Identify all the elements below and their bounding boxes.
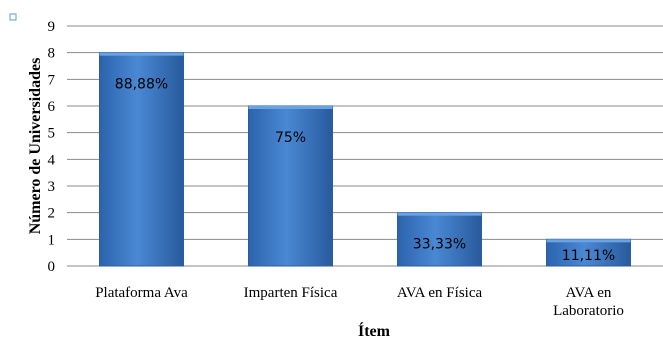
data-label: 11,11% — [562, 248, 615, 264]
y-tick-label: 2 — [48, 206, 56, 222]
x-category-label: AVA en Laboratorio — [553, 285, 624, 319]
legend-marker — [9, 13, 17, 21]
bar-top-highlight — [248, 106, 333, 109]
x-category-label: Imparten Física — [244, 285, 338, 301]
y-tick-label: 3 — [48, 179, 56, 195]
bar-top-highlight — [99, 52, 184, 56]
bar-top-highlight — [546, 239, 631, 243]
y-tick-label: 8 — [48, 46, 56, 62]
y-tick-label: 4 — [48, 152, 56, 168]
y-tick-label: 5 — [48, 126, 56, 142]
y-tick-label: 0 — [48, 259, 56, 275]
data-label: 75% — [275, 130, 306, 146]
bars — [99, 52, 631, 267]
x-category-labels: Plataforma Ava Imparten Física AVA en Físi… — [95, 285, 624, 319]
data-label: 33,33% — [413, 237, 466, 253]
y-tick-label: 6 — [48, 99, 56, 115]
y-tick-label: 9 — [48, 19, 56, 35]
bar — [248, 105, 333, 267]
y-tick-label: 1 — [48, 232, 56, 248]
x-category-label: Plataforma Ava — [95, 285, 188, 301]
bar — [397, 212, 482, 267]
x-category-label: AVA en Física — [397, 285, 483, 301]
data-label: 88,88% — [115, 77, 168, 93]
data-labels: 88,88% 75% 33,33% 11,11% — [115, 77, 615, 264]
y-tick-label: 7 — [48, 72, 56, 88]
bar-top-highlight — [397, 212, 482, 216]
x-axis-title: Ítem — [358, 321, 391, 340]
bar — [546, 238, 631, 267]
y-axis-title: Número de Universidades — [27, 58, 44, 235]
y-tick-labels: 0 1 2 3 4 5 6 7 8 9 — [48, 19, 56, 275]
